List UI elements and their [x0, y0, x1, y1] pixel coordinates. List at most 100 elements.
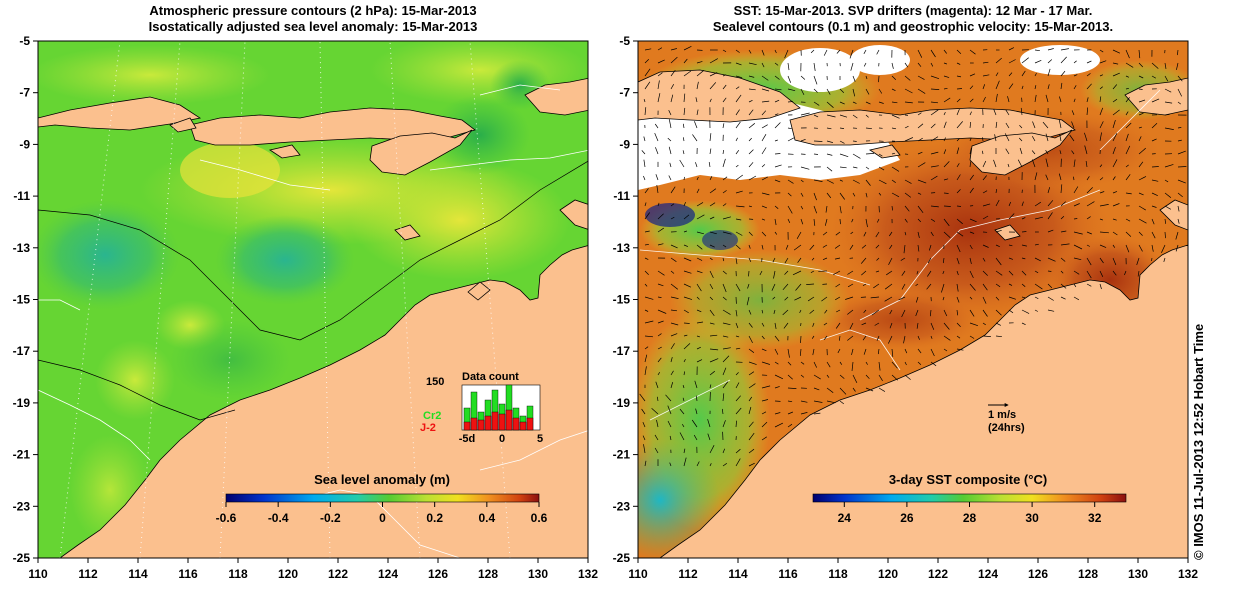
velocity-arrow	[1021, 309, 1030, 314]
velocity-arrow	[878, 192, 882, 196]
velocity-arrow	[665, 394, 672, 402]
velocity-arrow	[784, 296, 789, 301]
velocity-arrow	[956, 270, 959, 276]
velocity-arrow	[643, 159, 646, 168]
velocity-arrow	[839, 374, 845, 379]
velocity-arrow	[852, 88, 856, 97]
velocity-arrow	[800, 361, 805, 365]
velocity-arrow	[904, 179, 912, 184]
velocity-arrow	[783, 322, 789, 329]
velocity-arrow	[709, 358, 719, 363]
velocity-arrow	[826, 400, 836, 404]
left-x-tick-label: 120	[278, 567, 298, 581]
velocity-arrow	[670, 84, 675, 90]
velocity-arrow	[722, 158, 726, 168]
right-x-tick-label: 112	[678, 567, 698, 581]
velocity-arrow	[1060, 201, 1066, 207]
velocity-arrow	[642, 435, 646, 441]
velocity-arrow	[657, 72, 663, 77]
velocity-arrow	[722, 322, 731, 326]
velocity-arrow	[667, 137, 672, 142]
inset-bar-j2	[463, 421, 471, 431]
velocity-arrow	[930, 88, 940, 90]
velocity-arrow	[722, 335, 729, 338]
velocity-arrow	[852, 140, 857, 142]
velocity-arrow	[1151, 75, 1156, 79]
velocity-arrow	[849, 322, 854, 330]
velocity-arrow	[1099, 204, 1109, 207]
velocity-arrow	[683, 322, 690, 324]
velocity-arrow	[1034, 85, 1037, 90]
velocity-arrow	[995, 121, 998, 129]
velocity-arrow	[670, 94, 674, 103]
velocity-arrow	[839, 192, 845, 200]
velocity-arrow	[878, 101, 884, 104]
velocity-arrow	[761, 335, 765, 340]
velocity-arrow	[1086, 231, 1092, 235]
velocity-arrow	[644, 107, 647, 116]
velocity-arrow	[1177, 49, 1179, 56]
velocity-arrow	[1060, 184, 1063, 194]
velocity-arrow	[748, 462, 755, 467]
velocity-arrow	[1086, 216, 1091, 220]
left-colorbar-tick-label: 0.2	[426, 511, 443, 525]
velocity-arrow	[774, 231, 778, 235]
velocity-arrow	[1138, 176, 1147, 181]
velocity-arrow	[748, 75, 755, 78]
velocity-arrow	[1138, 126, 1143, 129]
right-x-tick-label: 128	[1078, 567, 1098, 581]
velocity-arrow	[839, 88, 845, 93]
velocity-arrow	[709, 384, 712, 389]
velocity-arrow	[722, 49, 727, 53]
velocity-arrow	[969, 121, 972, 129]
velocity-arrow	[683, 270, 692, 274]
left-y-tick-label: -23	[13, 499, 31, 513]
velocity-arrow	[852, 374, 858, 384]
velocity-arrow	[1047, 187, 1051, 194]
velocity-arrow	[930, 335, 933, 339]
velocity-arrow	[891, 75, 897, 80]
velocity-arrow	[930, 218, 936, 222]
velocity-arrow	[1060, 48, 1069, 51]
velocity-arrow	[871, 309, 880, 316]
velocity-arrow	[807, 296, 815, 302]
velocity-arrow	[1073, 176, 1075, 181]
velocity-arrow	[1034, 94, 1037, 103]
velocity-arrow	[761, 62, 765, 68]
velocity-arrow	[1045, 133, 1049, 142]
velocity-arrow	[696, 283, 702, 292]
velocity-arrow	[784, 257, 789, 264]
velocity-arrow	[761, 192, 770, 196]
velocity-arrow	[852, 192, 856, 197]
velocity-arrow	[696, 70, 705, 77]
left-x-tick-label: 126	[428, 567, 448, 581]
velocity-arrow	[787, 192, 792, 197]
velocity-arrow	[644, 59, 650, 64]
velocity-arrow	[876, 257, 880, 261]
velocity-arrow	[1017, 159, 1023, 168]
velocity-arrow	[982, 283, 988, 291]
velocity-arrow	[813, 153, 819, 155]
velocity-arrow	[644, 354, 648, 363]
velocity-arrow	[1112, 218, 1117, 221]
velocity-arrow	[1099, 231, 1109, 234]
velocity-arrow	[793, 244, 802, 251]
velocity-arrow	[774, 335, 780, 342]
velocity-arrow	[696, 61, 703, 64]
velocity-arrow	[1161, 244, 1166, 253]
velocity-arrow	[799, 309, 802, 314]
velocity-arrow	[995, 335, 1002, 338]
velocity-arrow	[969, 257, 972, 264]
velocity-arrow	[644, 283, 648, 287]
left-x-tick-label: 122	[328, 567, 348, 581]
velocity-arrow	[735, 164, 739, 168]
velocity-arrow	[683, 343, 691, 350]
velocity-arrow	[826, 88, 831, 95]
velocity-arrow	[850, 62, 854, 71]
velocity-arrow	[761, 436, 767, 441]
velocity-arrow	[891, 88, 896, 92]
velocity-arrow	[1008, 59, 1016, 64]
velocity-arrow	[891, 101, 898, 104]
velocity-arrow	[1125, 49, 1130, 59]
velocity-arrow	[903, 244, 906, 254]
